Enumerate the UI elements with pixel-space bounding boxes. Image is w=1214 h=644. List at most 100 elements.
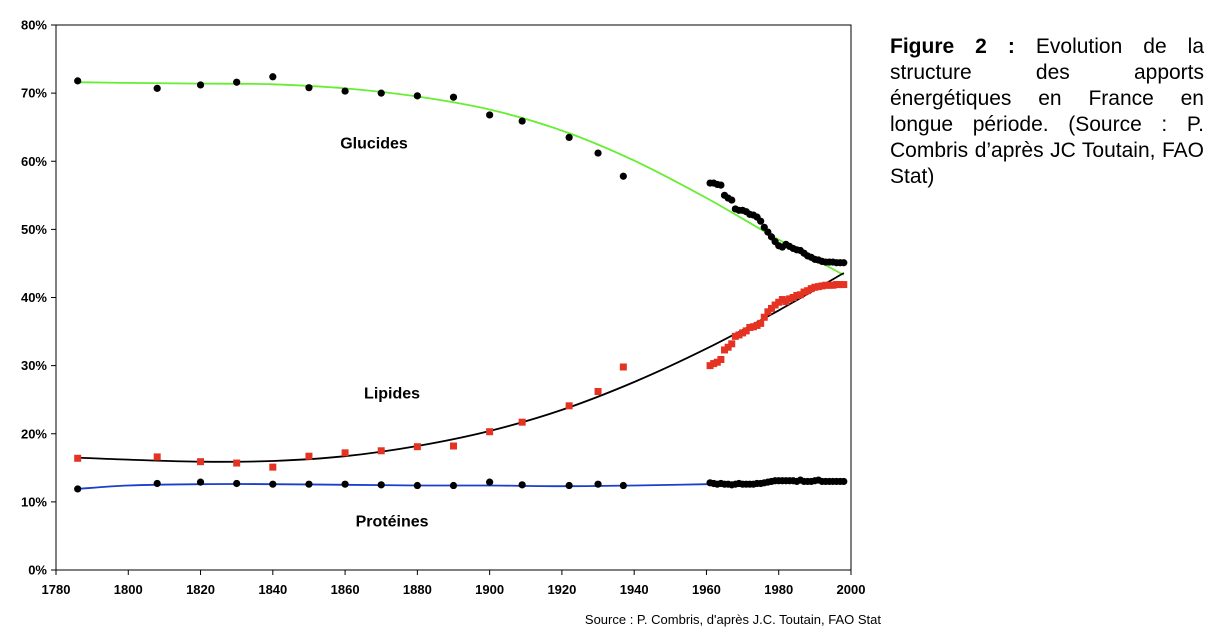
- data-point-lipides: [833, 281, 841, 289]
- data-point-glucides: [449, 93, 458, 101]
- data-point-lipides: [771, 301, 779, 309]
- data-point-proteines: [619, 481, 627, 490]
- data-point-glucides: [565, 133, 573, 142]
- series-label-glucides: Glucides: [340, 136, 408, 153]
- source-note: Source : P. Combris, d'après J.C. Toutai…: [584, 612, 881, 627]
- data-point-glucides: [305, 84, 313, 92]
- data-point-proteines: [486, 478, 494, 486]
- data-point-lipides: [742, 327, 750, 335]
- data-point-glucides: [74, 77, 82, 85]
- data-point-lipides: [486, 428, 494, 436]
- data-point-proteines: [305, 480, 313, 488]
- data-point-lipides: [778, 296, 786, 304]
- data-point-lipides: [757, 319, 765, 327]
- y-tick-label: 60%: [21, 154, 47, 169]
- x-tick-label: 1900: [475, 582, 504, 597]
- y-tick-label: 10%: [21, 494, 47, 509]
- data-point-lipides: [413, 443, 421, 451]
- data-point-glucides: [594, 149, 602, 157]
- data-point-lipides: [746, 323, 754, 331]
- data-point-proteines: [594, 480, 602, 488]
- data-point-lipides: [721, 346, 729, 354]
- y-axis: 0% 10% 20% 30% 40% 50% 60% 70% 80%: [21, 18, 56, 578]
- x-tick-label: 1860: [331, 582, 360, 597]
- data-point-glucides: [341, 87, 349, 95]
- data-point-lipides: [450, 442, 457, 450]
- series-labels: Glucides Lipides Protéines: [340, 136, 428, 531]
- data-point-glucides: [196, 81, 205, 89]
- data-point-lipides: [804, 287, 812, 295]
- data-point-lipides: [153, 453, 161, 461]
- data-point-glucides: [518, 117, 526, 125]
- y-tick-label: 20%: [21, 426, 47, 441]
- data-point-lipides: [753, 321, 761, 329]
- data-point-proteines: [377, 481, 385, 489]
- data-point-lipides: [782, 298, 790, 306]
- data-point-glucides: [377, 89, 385, 97]
- data-point-proteines: [449, 481, 458, 490]
- data-point-lipides: [793, 291, 801, 299]
- data-point-lipides: [800, 288, 808, 296]
- data-point-lipides: [717, 355, 725, 363]
- x-tick-label: 1920: [547, 582, 576, 597]
- data-point-lipides: [269, 463, 277, 471]
- data-point-lipides: [706, 362, 714, 370]
- x-tick-label: 1820: [186, 582, 215, 597]
- data-point-proteines: [196, 478, 205, 486]
- figure-label: Figure 2 :: [890, 35, 1015, 58]
- y-tick-label: 30%: [21, 358, 47, 373]
- data-point-lipides: [739, 329, 747, 337]
- y-tick-label: 50%: [21, 222, 47, 237]
- data-point-glucides: [486, 111, 494, 119]
- data-point-lipides: [814, 283, 822, 291]
- data-point-glucides: [717, 181, 725, 189]
- data-point-lipides: [305, 452, 313, 460]
- data-point-glucides: [269, 73, 277, 81]
- x-tick-label: 1960: [692, 582, 721, 597]
- data-point-lipides: [818, 282, 826, 290]
- data-point-lipides: [197, 458, 205, 466]
- data-point-lipides: [728, 340, 736, 348]
- x-tick-label: 2000: [837, 582, 866, 597]
- x-tick-label: 1880: [403, 582, 432, 597]
- data-point-lipides: [749, 323, 757, 331]
- data-point-lipides: [760, 313, 768, 321]
- data-point-lipides: [775, 298, 783, 306]
- data-point-lipides: [822, 281, 830, 289]
- data-point-glucides: [413, 92, 421, 100]
- data-point-lipides: [341, 449, 349, 457]
- data-point-glucides: [728, 196, 736, 204]
- x-tick-label: 1840: [258, 582, 287, 597]
- x-tick-label: 1940: [620, 582, 649, 597]
- data-point-lipides: [735, 331, 743, 339]
- data-point-lipides: [74, 454, 82, 462]
- y-tick-label: 70%: [21, 86, 47, 101]
- data-point-proteines: [840, 477, 848, 486]
- data-markers: [74, 73, 848, 493]
- data-point-glucides: [233, 78, 241, 86]
- data-point-proteines: [341, 480, 349, 488]
- x-tick-label: 1780: [42, 582, 71, 597]
- data-point-lipides: [594, 388, 602, 396]
- data-point-glucides: [619, 172, 627, 180]
- data-point-proteines: [153, 479, 161, 488]
- data-point-lipides: [619, 363, 627, 371]
- data-point-lipides: [565, 402, 573, 410]
- series-label-proteines: Protéines: [356, 514, 429, 531]
- caption-text: Evolution de la structure des apports én…: [890, 35, 1205, 188]
- data-point-glucides: [153, 84, 161, 92]
- data-point-lipides: [796, 291, 804, 299]
- data-point-proteines: [74, 485, 82, 493]
- x-tick-label: 1980: [764, 582, 793, 597]
- plot-area: [55, 24, 852, 571]
- data-point-proteines: [565, 481, 573, 490]
- y-tick-label: 40%: [21, 290, 47, 305]
- y-tick-label: 0%: [28, 563, 47, 578]
- data-point-lipides: [518, 418, 526, 426]
- data-point-lipides: [713, 358, 721, 366]
- y-tick-label: 80%: [21, 18, 47, 33]
- data-point-lipides: [840, 281, 848, 289]
- data-point-lipides: [710, 360, 718, 368]
- data-point-proteines: [233, 479, 241, 488]
- x-tick-label: 1800: [114, 582, 143, 597]
